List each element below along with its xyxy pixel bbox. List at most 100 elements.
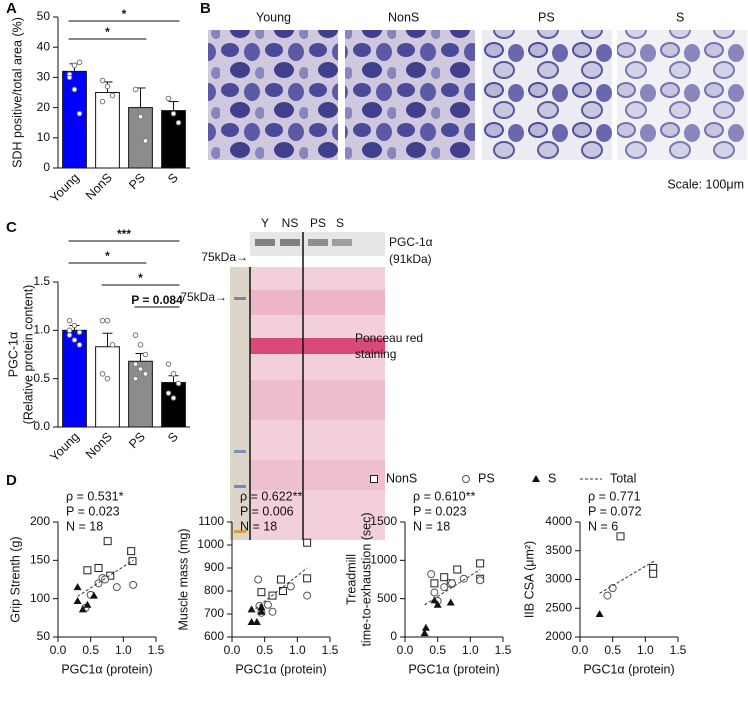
y-tick-label: 1.5 — [33, 274, 50, 288]
bar — [161, 110, 186, 169]
data-point — [252, 618, 261, 626]
western-blot: Y NS PS S PGC-1α (91kDa) 75kDa→ 75kDa→ P… — [180, 216, 433, 540]
data-point — [127, 547, 136, 556]
data-point — [277, 575, 285, 584]
data-point — [106, 571, 115, 580]
y-tick-label: 1000 — [370, 553, 397, 567]
scale-note: Scale: 100μm — [667, 177, 744, 191]
x-tick-label: 1.5 — [495, 643, 512, 657]
micrograph — [345, 30, 475, 160]
data-point — [254, 575, 263, 584]
y-axis-label: IIB CSA (μm²) — [522, 541, 536, 618]
micrograph — [482, 30, 612, 160]
y-tick-label: 800 — [204, 583, 224, 597]
data-point — [427, 570, 436, 579]
data-point — [433, 600, 442, 608]
panel-label: D — [6, 472, 17, 489]
y-tick-label: 900 — [204, 560, 224, 574]
data-point — [104, 375, 111, 382]
significance-label: P = 0.084 — [131, 293, 183, 307]
data-point — [99, 371, 106, 377]
x-tick-label: 0.5 — [429, 643, 446, 657]
annotation: N = 18 — [240, 519, 277, 533]
data-point — [99, 98, 106, 105]
y-tick-label: 500 — [377, 591, 397, 605]
x-tick-label: 0.5 — [256, 643, 273, 657]
legend-marker — [370, 475, 378, 483]
size-marker: 75kDa→ — [180, 290, 227, 304]
x-axis-label: PGC1α (protein) — [61, 662, 152, 676]
data-point — [421, 623, 430, 631]
x-tick-label: Young — [47, 430, 82, 465]
data-point — [94, 564, 103, 572]
significance-label: * — [105, 249, 110, 263]
y-tick-label: 0.0 — [33, 419, 50, 433]
x-axis-label: PGC1α (protein) — [235, 662, 326, 676]
x-tick-label: PS — [126, 171, 148, 193]
x-tick-label: 1.0 — [637, 643, 654, 657]
x-tick-label: PS — [126, 430, 148, 452]
data-point — [603, 591, 612, 600]
data-point — [73, 596, 82, 604]
x-tick-label: 1.0 — [462, 643, 479, 657]
data-point — [83, 600, 92, 608]
data-point — [476, 559, 485, 568]
x-axis-label: PGC1α (protein) — [408, 662, 499, 676]
data-point — [71, 86, 78, 93]
bar — [161, 382, 186, 428]
data-point — [142, 351, 149, 358]
y-tick-label: 30 — [37, 70, 51, 84]
x-tick-label: 1.0 — [115, 643, 132, 657]
data-point — [132, 361, 139, 367]
y-tick-label: 20 — [37, 100, 51, 114]
data-point — [420, 629, 429, 637]
data-point — [66, 327, 73, 334]
y-tick-label: 1.0 — [33, 323, 50, 337]
bar — [62, 329, 87, 428]
data-point — [137, 366, 144, 372]
panel-label: A — [6, 0, 17, 17]
x-tick-label: 1.0 — [289, 643, 306, 657]
micrograph-label: S — [676, 10, 684, 24]
y-tick-label: 0 — [390, 629, 397, 643]
blot-target: (91kDa) — [389, 252, 432, 266]
y-tick-label: 150 — [30, 553, 50, 567]
data-point — [459, 574, 468, 583]
data-point — [137, 342, 144, 348]
x-axis-label: PGC1α (protein) — [583, 662, 674, 676]
x-tick-label: S — [165, 171, 181, 187]
data-point — [104, 83, 111, 90]
y-tick-label: 10 — [37, 130, 51, 144]
data-point — [170, 371, 177, 377]
data-point — [440, 583, 449, 592]
data-point — [263, 600, 272, 609]
lane-label: PS — [310, 216, 326, 230]
data-point — [247, 618, 256, 626]
trend-line — [77, 559, 134, 597]
data-point — [286, 582, 295, 591]
data-point — [142, 138, 149, 144]
data-point — [103, 537, 112, 546]
data-point — [649, 569, 658, 578]
x-tick-label: 1.5 — [670, 643, 687, 657]
data-point — [453, 565, 462, 574]
y-tick-label: 100 — [30, 591, 50, 605]
y-tick-label: 200 — [30, 514, 50, 528]
x-tick-label: 1.5 — [148, 643, 165, 657]
x-tick-label: 0.0 — [572, 643, 589, 657]
data-point — [430, 596, 439, 604]
y-axis-label: PGC-1α — [6, 332, 20, 377]
data-point — [66, 332, 73, 338]
data-point — [71, 322, 78, 329]
data-point — [303, 591, 312, 600]
annotation: ρ = 0.622** — [240, 489, 303, 503]
data-point — [76, 59, 83, 66]
data-point — [616, 532, 625, 541]
panel-label: C — [6, 219, 17, 236]
annotation: ρ = 0.610** — [413, 489, 476, 503]
y-tick-label: 0 — [43, 160, 50, 174]
data-point — [175, 119, 182, 126]
annotation: N = 18 — [66, 519, 103, 533]
bar — [95, 346, 120, 428]
blot-target: PGC-1α — [389, 235, 433, 249]
